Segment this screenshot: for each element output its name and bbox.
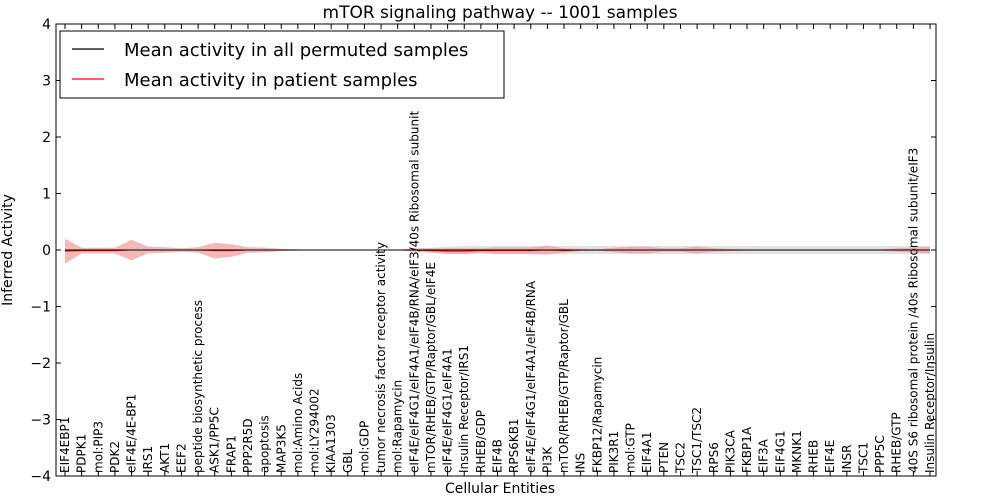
x-tick-label: mol:Amino Acids	[291, 373, 305, 473]
x-tick-label: MAP3K5	[274, 424, 288, 473]
x-tick-label: MKNK1	[790, 430, 804, 473]
x-tick-label: tumor necrosis factor receptor activity	[374, 242, 388, 473]
x-tick-label: PPP2R5D	[241, 418, 255, 473]
band-1	[65, 238, 930, 264]
x-tick-label: RPS6KB1	[507, 418, 521, 473]
x-tick-label: Insulin Receptor/Insulin	[923, 333, 937, 473]
x-tick-label: mol:GTP	[624, 423, 638, 473]
x-tick-label: TSC2	[674, 442, 688, 474]
x-tick-label: mol:LY294002	[308, 388, 322, 473]
x-tick-label: RHEB/GDP	[474, 410, 488, 473]
x-tick-label: EEF2	[174, 443, 188, 473]
x-tick-label: INSR	[840, 445, 854, 473]
x-tick-label: eIF4E/eIF4G1/eIF4A1	[441, 348, 455, 473]
x-tick-label: apoptosis	[258, 415, 272, 473]
x-tick-label: PTEN	[657, 442, 671, 473]
x-tick-label: IRS1	[141, 446, 155, 473]
x-tick-label: eIF4E/eIF4G1/eIF4A1/eIF4B/RNA	[524, 280, 538, 473]
legend-box	[59, 30, 505, 99]
x-tick-label: ASK1/PP5C	[208, 407, 222, 473]
y-tick-label: 2	[42, 130, 51, 146]
x-tick-label: TSC1	[857, 442, 871, 474]
x-tick-label: EIF4G1	[773, 430, 787, 473]
x-tick-label: PIK3R1	[607, 431, 621, 473]
x-tick-label: peptide biosynthetic process	[191, 300, 205, 473]
x-tick-label: KIAA1303	[324, 414, 338, 473]
x-tick-label: RHEB/GTP	[890, 412, 904, 473]
legend-label-patient: Mean activity in patient samples	[124, 70, 418, 91]
x-tick-label: 40S S6 ribosomal protein /40s Ribosomal …	[906, 148, 920, 473]
x-tick-label: AKT1	[158, 443, 172, 473]
x-tick-label: mol:PIP3	[91, 421, 105, 473]
y-tick-label: 3	[42, 74, 51, 90]
x-tick-label: FKBP12/Rapamycin	[590, 357, 604, 473]
x-tick-label: mTOR/RHEB/GTP/Raptor/GBL/eIF4E	[424, 262, 438, 473]
x-tick-label: FRAP1	[224, 435, 238, 473]
y-tick-label: 4	[42, 17, 51, 33]
x-tick-label: FKBP1A	[740, 426, 754, 473]
x-tick-label: PI3K	[540, 446, 554, 473]
x-tick-label: PPP5C	[873, 435, 887, 473]
x-tick-label: PDK2	[108, 441, 122, 473]
legend: Mean activity in all permuted samples Me…	[59, 30, 505, 99]
y-tick-label: −4	[30, 469, 51, 485]
chart-title: mTOR signaling pathway -- 1001 samples	[323, 3, 678, 23]
y-tick-label: −2	[30, 356, 51, 372]
y-tick-label: −3	[30, 413, 51, 429]
x-tick-label: EIF4EBP1	[58, 417, 72, 473]
x-tick-label: PDPK1	[75, 434, 89, 473]
x-tick-label: EIF4E	[823, 440, 837, 473]
x-tick-label: EIF4B	[491, 439, 505, 473]
y-axis: −4 −3 −2 −1 0 1 2 3 4	[30, 17, 936, 485]
x-tick-label: EIF3A	[757, 438, 771, 473]
x-axis: EIF4EBP1 PDPK1 mol:PIP3 PDK2 eIF4E/4E-BP1 IRS…	[58, 24, 937, 476]
x-tick-label: TSC1/TSC2	[690, 407, 704, 474]
x-tick-label: RPS6	[707, 442, 721, 473]
series-lines	[64, 249, 930, 252]
x-tick-label: eIF4E/eIF4G1/eIF4A1/eIF4B/RNA/eIF3/40s R…	[407, 111, 421, 473]
x-tick-label: EIF4A1	[640, 431, 654, 473]
y-tick-label: 1	[42, 187, 51, 203]
x-tick-label: eIF4E/4E-BP1	[125, 394, 139, 473]
x-tick-label: INS	[574, 453, 588, 473]
x-tick-label: RHEB	[807, 440, 821, 473]
x-tick-label: GBL	[341, 448, 355, 473]
y-axis-title: Inferred Activity	[0, 194, 16, 306]
x-tick-label: mTOR/RHEB/GTP/Raptor/GBL	[557, 299, 571, 473]
x-tick-label: PIK3CA	[723, 429, 737, 473]
y-tick-label: −1	[30, 300, 51, 316]
x-axis-title: Cellular Entities	[445, 481, 555, 497]
x-tick-label: mol:Rapamycin	[391, 380, 405, 473]
y-tick-label: 0	[42, 243, 51, 259]
legend-label-permuted: Mean activity in all permuted samples	[124, 40, 468, 61]
x-tick-label: mol:GDP	[357, 421, 371, 473]
x-tick-label: Insulin Receptor/IRS1	[457, 345, 471, 473]
